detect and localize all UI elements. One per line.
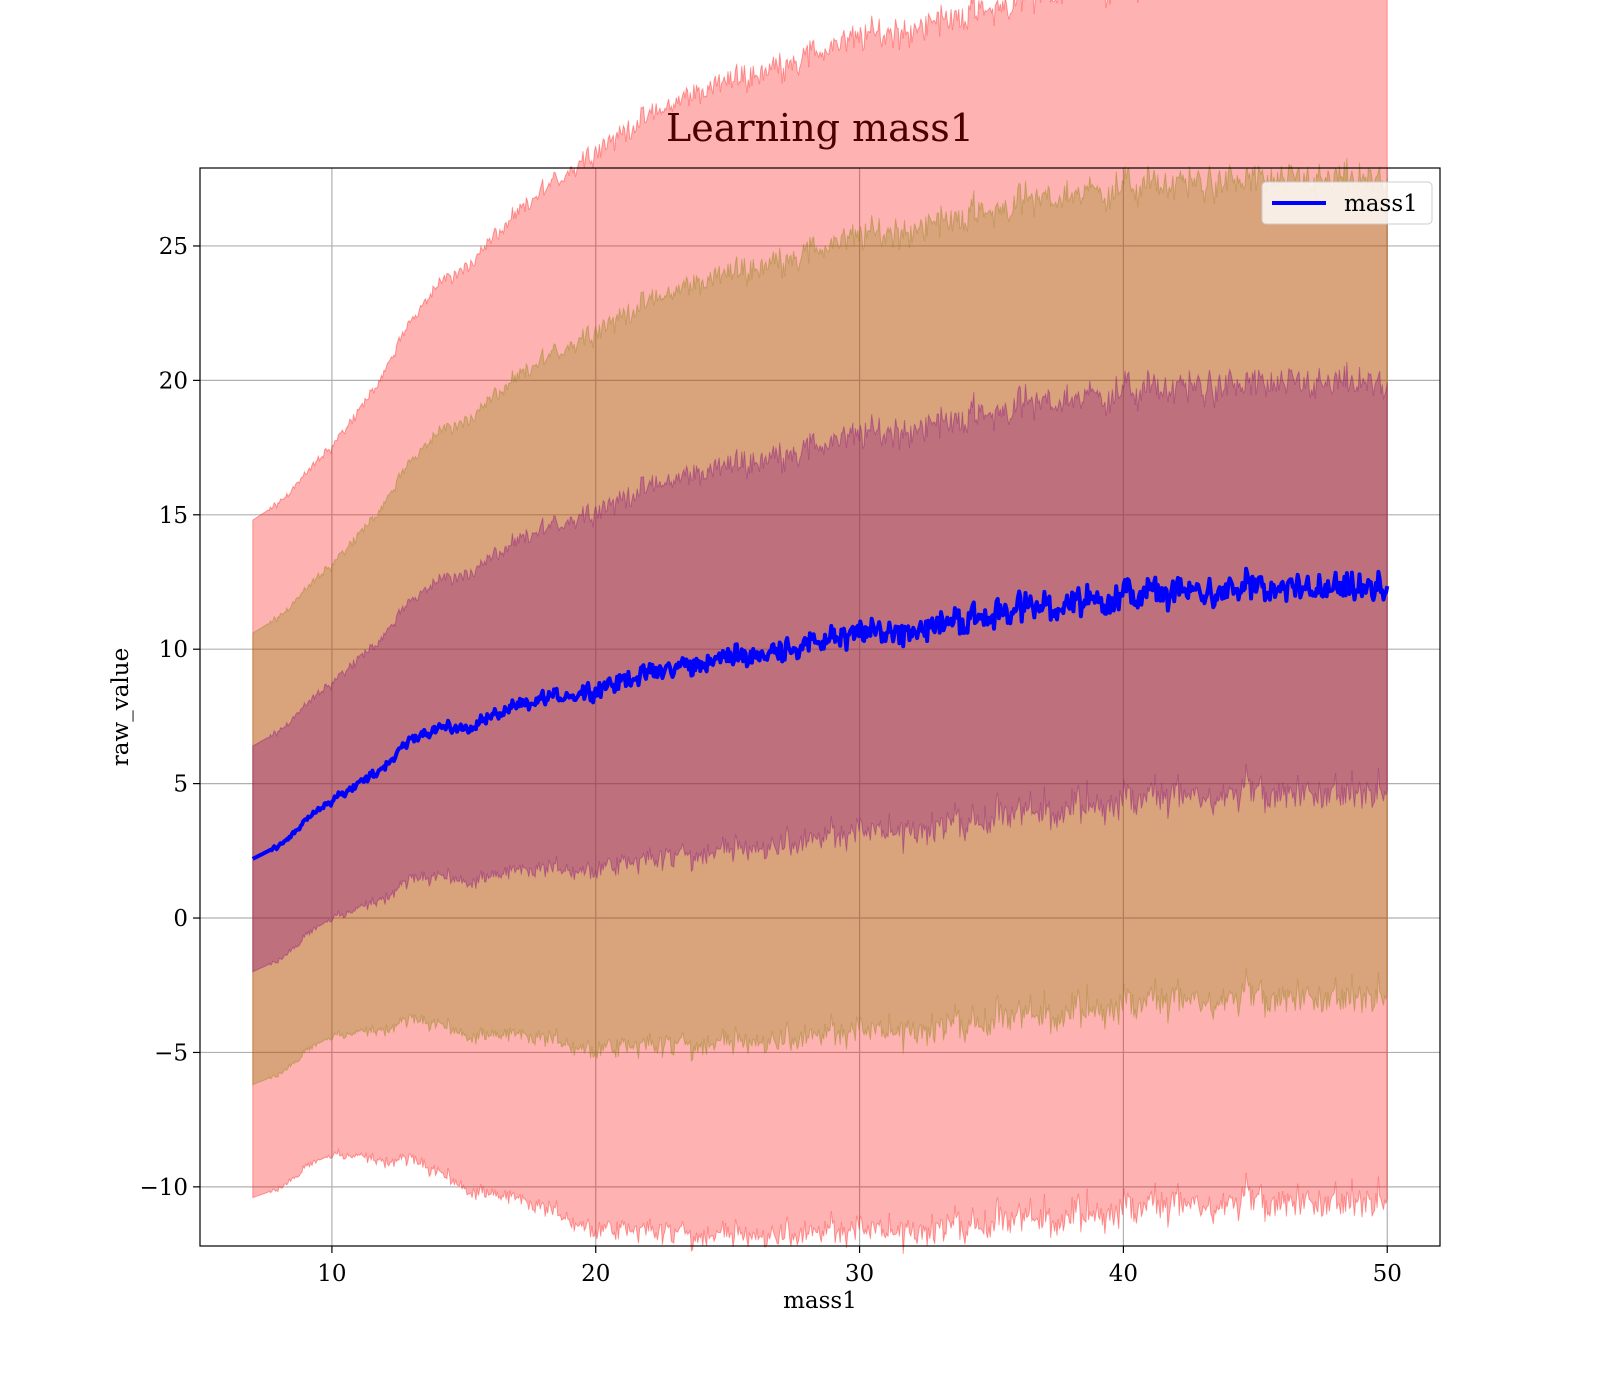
x-axis-label: mass1 [783, 1288, 857, 1314]
legend: mass1 [1261, 181, 1433, 225]
uncertainty-bands [252, 0, 1388, 1255]
x-tick-label: 30 [845, 1261, 874, 1287]
legend-box [1261, 181, 1433, 225]
x-tick-label: 40 [1109, 1261, 1138, 1287]
legend-label: mass1 [1344, 191, 1418, 217]
band-2-sigma [252, 157, 1388, 1086]
y-tick-label: 15 [159, 503, 188, 529]
x-tick-label: 20 [581, 1261, 610, 1287]
x-tick-label: 50 [1373, 1261, 1402, 1287]
series-line-mass1 [251, 566, 1390, 861]
chart-title: Learning mass1 [666, 106, 974, 150]
y-tick-label: 0 [173, 906, 188, 932]
y-tick-label: −10 [139, 1175, 188, 1201]
band-1-sigma [252, 362, 1388, 973]
y-axis-label: raw_value [108, 648, 134, 766]
x-tick-label: 10 [317, 1261, 346, 1287]
y-axis-ticks: −10 −5 0 5 10 15 20 25 [139, 234, 200, 1201]
series-lines [251, 566, 1390, 861]
y-tick-label: 10 [159, 637, 188, 663]
band-3-sigma [252, 0, 1388, 1255]
plot-frame [199, 167, 1441, 1247]
y-tick-label: 20 [159, 368, 188, 394]
y-tick-label: 5 [173, 772, 188, 798]
y-tick-label: −5 [154, 1040, 188, 1066]
x-axis-ticks: 10 20 30 40 50 [317, 1246, 1402, 1287]
plot-area [199, 0, 1441, 1255]
y-tick-label: 25 [159, 234, 188, 260]
